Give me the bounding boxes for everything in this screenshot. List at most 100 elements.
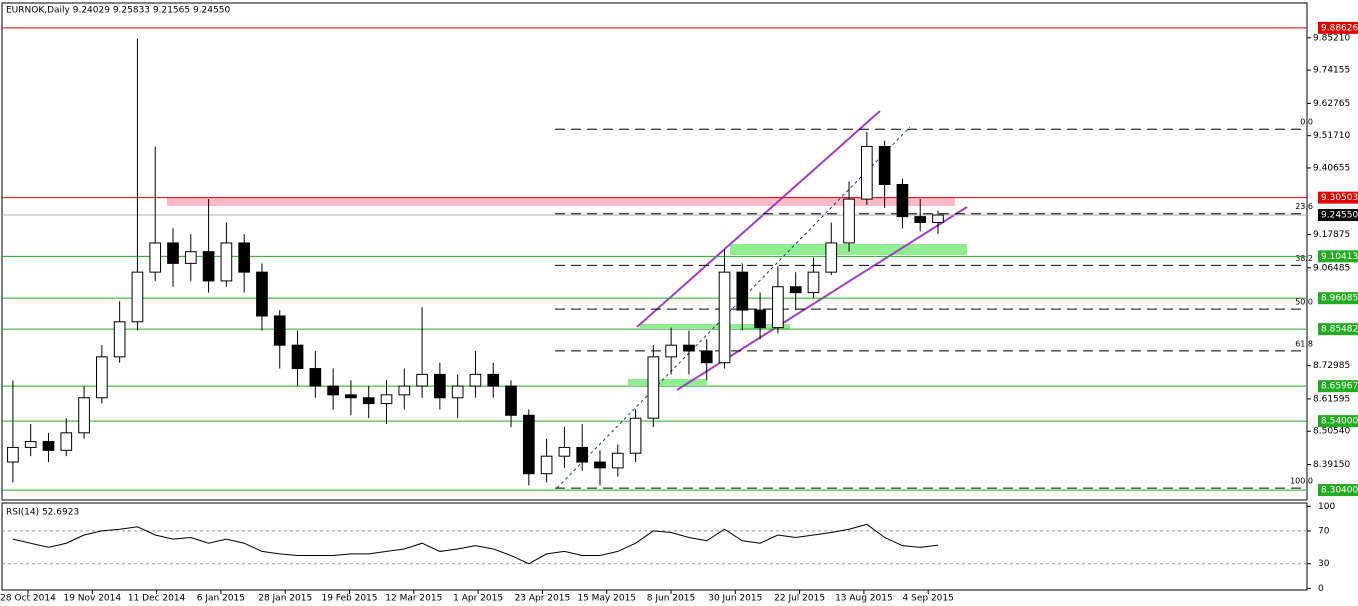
candle-body: [42, 441, 55, 451]
x-tick-label: 12 Mar 2015: [385, 594, 442, 604]
candle-body: [96, 356, 108, 399]
candle-body: [629, 417, 642, 454]
candle-body: [896, 184, 909, 218]
y-tick-label: 9.40655: [1313, 163, 1350, 173]
candle-body: [113, 321, 126, 358]
y-tick-label: 9.62765: [1313, 99, 1350, 109]
candle-body: [522, 414, 535, 475]
x-tick-label: 4 Sep 2015: [903, 594, 954, 604]
candle-body: [78, 397, 90, 434]
candle-body: [451, 385, 464, 399]
rsi-tick-label: 70: [1318, 526, 1330, 536]
x-tick-label: 23 Apr 2015: [515, 594, 571, 604]
level-box: [1318, 415, 1358, 428]
candle-body: [220, 242, 233, 282]
candle-body: [149, 242, 162, 273]
level-box: [1318, 380, 1358, 393]
level-box: [1318, 292, 1358, 305]
candle-body: [611, 452, 624, 469]
x-tick-label: 11 Dec 2014: [128, 594, 186, 604]
candle-body: [256, 271, 268, 317]
level-box: [1318, 484, 1358, 497]
chart-title: EURNOK,Daily 9.24029 9.25833 9.21565 9.2…: [6, 6, 230, 16]
candle-body: [434, 373, 446, 399]
resistance-zone: [167, 197, 955, 206]
rsi-panel: [1, 502, 1308, 591]
level-label: 8.54000: [1321, 417, 1358, 427]
rsi-tick-label: 100: [1318, 502, 1335, 512]
support-zone: [730, 244, 967, 255]
candle-body: [291, 344, 304, 370]
fib-trend-line: [556, 126, 911, 489]
candle-body: [327, 385, 339, 396]
candle-body: [932, 214, 944, 223]
channel-upper: [636, 110, 881, 328]
level-label: 8.30400: [1321, 486, 1358, 496]
level-box: [1318, 323, 1358, 336]
x-tick-label: 19 Nov 2014: [63, 594, 121, 604]
y-tick-label: 8.72985: [1313, 361, 1350, 371]
candle-body: [416, 373, 428, 387]
candle-body: [380, 394, 393, 405]
x-tick-label: 22 Jul 2015: [774, 594, 825, 604]
candle-body: [7, 446, 19, 463]
candle-body: [60, 432, 73, 451]
rsi-line: [12, 523, 939, 565]
candle-body: [487, 373, 500, 387]
level-box: [1318, 191, 1358, 204]
candle-body: [167, 242, 179, 264]
candle-body: [878, 146, 891, 186]
rsi-tick-label: 0: [1318, 584, 1324, 594]
candle-body: [202, 251, 215, 282]
y-tick-label: 8.50540: [1313, 427, 1350, 437]
candle-body: [861, 146, 873, 200]
candle-body: [238, 242, 251, 273]
level-label: 9.24550: [1321, 211, 1358, 221]
candle-body: [345, 394, 357, 399]
candle-body: [665, 344, 677, 358]
level-label: 9.10413: [1321, 252, 1358, 262]
rsi-tick-label: 30: [1318, 559, 1330, 569]
x-tick-label: 6 Jan 2015: [197, 594, 245, 604]
candle-body: [789, 286, 802, 294]
candle-body: [683, 344, 695, 352]
candle-body: [700, 350, 713, 364]
candle-body: [914, 216, 927, 223]
candle-body: [594, 461, 606, 469]
level-label: 8.65967: [1321, 382, 1358, 392]
candle-body: [736, 271, 749, 311]
x-tick-label: 28 Oct 2014: [0, 594, 56, 604]
x-tick-label: 28 Jan 2015: [258, 594, 312, 604]
support-zone: [640, 324, 740, 328]
candle-body: [718, 271, 731, 364]
candle-body: [807, 271, 820, 294]
fib-label: 50.0: [1295, 298, 1313, 307]
candle-body: [469, 373, 482, 387]
candle-body: [131, 271, 144, 323]
y-tick-label: 9.06485: [1313, 263, 1350, 273]
x-tick-label: 30 Jun 2015: [708, 594, 762, 604]
candle-body: [754, 309, 766, 329]
level-label: 9.30503: [1321, 193, 1358, 203]
x-tick-label: 19 Feb 2015: [321, 594, 377, 604]
level-box: [1318, 21, 1358, 34]
candle-body: [772, 286, 784, 329]
y-tick-label: 9.17875: [1313, 230, 1350, 240]
y-tick-label: 8.61595: [1313, 394, 1350, 404]
level-label: 8.96085: [1321, 294, 1358, 304]
candle-body: [825, 242, 838, 273]
x-tick-label: 8 Jun 2015: [647, 594, 695, 604]
candle-body: [398, 385, 411, 396]
y-tick-label: 9.74155: [1313, 66, 1350, 76]
fib-label: 61.8: [1295, 339, 1313, 348]
x-tick-label: 13 Aug 2015: [835, 594, 893, 604]
candle-body: [843, 198, 855, 244]
level-label: 8.85482: [1321, 325, 1358, 335]
candle-body: [309, 368, 322, 387]
price-panel: [1, 2, 1308, 501]
rsi-title: RSI(14) 52.6923: [6, 508, 79, 518]
level-label: 9.88626: [1321, 23, 1358, 33]
candle-body: [576, 446, 589, 463]
candle-body: [273, 315, 286, 346]
